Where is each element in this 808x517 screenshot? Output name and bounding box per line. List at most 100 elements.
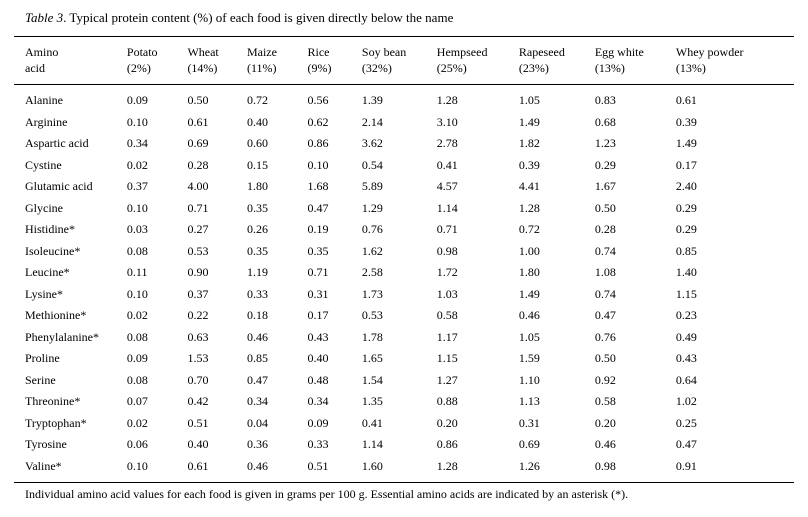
table-row: Methionine* 0.02 0.22 0.18 0.17 0.53 0.58 0.46 0… <box>14 305 794 327</box>
value-cell: 0.35 <box>246 243 268 258</box>
table-number: Table 3 <box>25 10 64 25</box>
table-row: Histidine* 0.03 0.27 0.26 0.19 0.76 0.71 0.72 0.… <box>14 219 794 241</box>
header-cell: Potato <box>126 45 158 59</box>
amino-acid-name-cell: Histidine* <box>25 222 75 236</box>
value-cell: 0.11 <box>126 265 148 279</box>
value-cell: 0.39 <box>675 114 697 129</box>
value-cell: 0.19 <box>307 222 329 236</box>
value-cell: 0.23 <box>675 308 697 322</box>
value-cell: 0.69 <box>518 437 540 451</box>
value-cell: 0.33 <box>246 286 268 301</box>
value-cell: 0.53 <box>187 243 209 258</box>
amino-acid-name-cell: Threonine* <box>25 394 81 408</box>
value-cell: 5.89 <box>361 179 383 193</box>
value-cell: 0.74 <box>594 286 616 301</box>
amino-acid-table: Amino Potato Wheat Maize Rice Soy bean H… <box>14 44 794 477</box>
value-cell: 0.29 <box>675 222 697 236</box>
value-cell: 1.49 <box>518 114 540 129</box>
table-row: Tyrosine 0.06 0.40 0.36 0.33 1.14 0.86 0.69 0.46… <box>14 434 794 456</box>
value-cell: 1.29 <box>361 200 383 215</box>
value-cell: 1.17 <box>436 329 458 344</box>
table-row: Aspartic acid 0.34 0.69 0.60 0.86 3.62 2.78 1.8… <box>14 133 794 155</box>
value-cell: 1.13 <box>518 394 540 408</box>
value-cell: 0.31 <box>518 415 540 430</box>
value-cell: 3.10 <box>436 114 458 129</box>
value-cell: 0.51 <box>307 458 329 473</box>
value-cell: 0.47 <box>246 372 268 387</box>
value-cell: 1.40 <box>675 265 697 279</box>
value-cell: 0.72 <box>518 222 540 236</box>
value-cell: 1.65 <box>361 351 383 365</box>
value-cell: 1.35 <box>361 394 383 408</box>
value-cell: 1.49 <box>518 286 540 301</box>
value-cell: 0.04 <box>246 415 268 430</box>
value-cell: 0.68 <box>594 114 616 129</box>
value-cell: 1.03 <box>436 286 458 301</box>
table-row: Valine* 0.10 0.61 0.46 0.51 1.60 1.28 1.26 0.98 0… <box>14 456 794 478</box>
value-cell: 1.80 <box>246 179 268 193</box>
value-cell: 4.41 <box>518 179 540 193</box>
amino-acid-name-cell: Glutamic acid <box>25 179 93 193</box>
top-rule <box>14 36 794 37</box>
header-subcell: (9%) <box>307 61 332 75</box>
value-cell: 0.29 <box>675 200 697 215</box>
header-subcell: (23%) <box>518 61 549 75</box>
value-cell: 0.40 <box>187 437 209 451</box>
header-subcell: (13%) <box>675 61 706 75</box>
value-cell: 0.46 <box>518 308 540 322</box>
value-cell: 0.29 <box>594 157 616 172</box>
value-cell: 0.83 <box>594 93 616 107</box>
header-rule <box>14 84 794 85</box>
value-cell: 0.92 <box>594 372 616 387</box>
value-cell: 0.02 <box>126 415 148 430</box>
value-cell: 0.22 <box>187 308 209 322</box>
value-cell: 0.46 <box>246 458 268 473</box>
amino-acid-name-cell: Tryptophan* <box>25 415 87 430</box>
value-cell: 0.64 <box>675 372 697 387</box>
value-cell: 0.03 <box>126 222 148 236</box>
table-row: Serine 0.08 0.70 0.47 0.48 1.54 1.27 1.10 0.92 0.… <box>14 370 794 392</box>
value-cell: 1.23 <box>594 136 616 150</box>
amino-acid-name-cell: Methionine* <box>25 308 87 322</box>
value-cell: 0.26 <box>246 222 268 236</box>
value-cell: 0.09 <box>126 93 148 107</box>
value-cell: 2.58 <box>361 265 383 279</box>
value-cell: 0.10 <box>126 114 148 129</box>
table-row: Arginine 0.10 0.61 0.40 0.62 2.14 3.10 1.49 0.68… <box>14 112 794 134</box>
value-cell: 0.37 <box>187 286 209 301</box>
value-cell: 0.76 <box>361 222 383 236</box>
table-header: Amino Potato Wheat Maize Rice Soy bean H… <box>14 44 794 90</box>
table-row: Leucine* 0.11 0.90 1.19 0.71 2.58 1.72 1.80 1.08… <box>14 262 794 284</box>
amino-acid-name-cell: Aspartic acid <box>25 136 89 150</box>
value-cell: 0.72 <box>246 93 268 107</box>
table-footnote: Individual amino acid values for each fo… <box>25 487 629 501</box>
header-cell: Wheat <box>187 45 219 59</box>
value-cell: 0.17 <box>675 157 697 172</box>
value-cell: 0.35 <box>246 200 268 215</box>
value-cell: 0.39 <box>518 157 540 172</box>
header-cell: Hempseed <box>436 45 488 59</box>
header-spacer <box>14 76 794 90</box>
table-row: Isoleucine* 0.08 0.53 0.35 0.35 1.62 0.98 1.00 0… <box>14 241 794 263</box>
amino-acid-name-cell: Tyrosine <box>25 437 67 451</box>
value-cell: 1.62 <box>361 243 383 258</box>
value-cell: 1.15 <box>436 351 458 365</box>
header-subcell: (25%) <box>436 61 467 75</box>
value-cell: 0.41 <box>361 415 383 430</box>
value-cell: 1.28 <box>436 93 458 107</box>
value-cell: 0.28 <box>187 157 209 172</box>
value-cell: 1.28 <box>518 200 540 215</box>
value-cell: 2.40 <box>675 179 697 193</box>
value-cell: 0.46 <box>246 329 268 344</box>
header-subcell: (32%) <box>361 61 392 75</box>
amino-acid-name-cell: Glycine <box>25 200 63 215</box>
value-cell: 3.62 <box>361 136 383 150</box>
table-row: Tryptophan* 0.02 0.51 0.04 0.09 0.41 0.20 0.31 0… <box>14 413 794 435</box>
amino-acid-name-cell: Lysine* <box>25 286 63 301</box>
amino-acid-name-cell: Phenylalanine* <box>25 329 99 344</box>
value-cell: 0.69 <box>187 136 209 150</box>
value-cell: 1.14 <box>361 437 383 451</box>
table-row: Alanine 0.09 0.50 0.72 0.56 1.39 1.28 1.05 0.83 0… <box>14 90 794 112</box>
value-cell: 0.51 <box>187 415 209 430</box>
value-cell: 0.71 <box>307 265 329 279</box>
